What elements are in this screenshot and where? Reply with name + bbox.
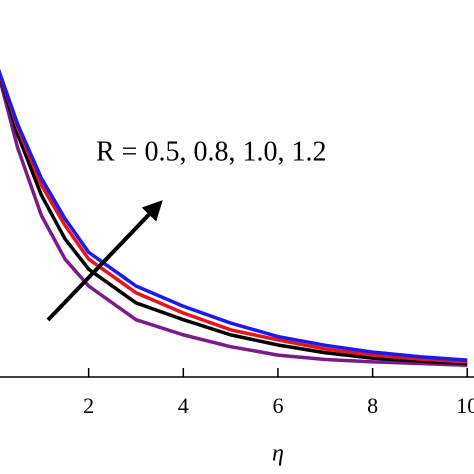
x-tick-label: 4 (178, 393, 189, 418)
series-line (0, 69, 468, 364)
plot-area (0, 68, 468, 367)
series-line (0, 68, 468, 362)
series-line (0, 70, 468, 366)
x-axis-label: η (272, 441, 284, 467)
x-tick-label: 10 (456, 393, 474, 418)
x-tick-label: 8 (367, 393, 378, 418)
annotation: R = 0.5, 0.8, 1.0, 1.2 (96, 136, 326, 167)
arrow (46, 200, 163, 322)
series-line (0, 72, 468, 367)
x-tick-label: 2 (83, 393, 94, 418)
x-tick-label: 6 (272, 393, 283, 418)
